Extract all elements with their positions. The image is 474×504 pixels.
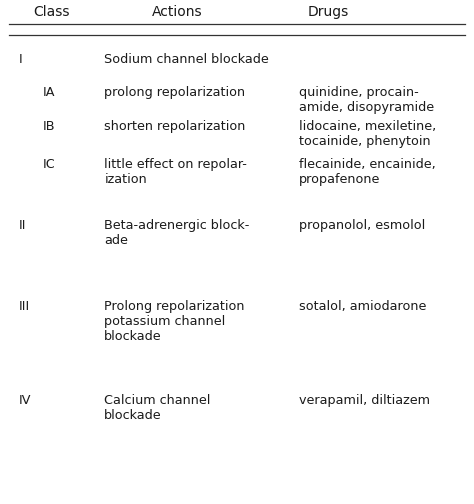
Text: Class: Class (33, 5, 70, 19)
Text: IA: IA (43, 86, 55, 99)
Text: prolong repolarization: prolong repolarization (104, 86, 246, 99)
Text: Actions: Actions (152, 5, 202, 19)
Text: I: I (19, 53, 23, 66)
Text: IV: IV (19, 394, 31, 407)
Text: Prolong repolarization
potassium channel
blockade: Prolong repolarization potassium channel… (104, 300, 245, 343)
Text: flecainide, encainide,
propafenone: flecainide, encainide, propafenone (299, 158, 436, 186)
Text: Sodium channel blockade: Sodium channel blockade (104, 53, 269, 66)
Text: IB: IB (43, 120, 55, 133)
Text: verapamil, diltiazem: verapamil, diltiazem (299, 394, 429, 407)
Text: shorten repolarization: shorten repolarization (104, 120, 246, 133)
Text: sotalol, amiodarone: sotalol, amiodarone (299, 300, 426, 313)
Text: quinidine, procain-
amide, disopyramide: quinidine, procain- amide, disopyramide (299, 86, 434, 114)
Text: III: III (19, 300, 30, 313)
Text: Calcium channel
blockade: Calcium channel blockade (104, 394, 210, 422)
Text: Drugs: Drugs (308, 5, 349, 19)
Text: propanolol, esmolol: propanolol, esmolol (299, 219, 425, 232)
Text: little effect on repolar-
ization: little effect on repolar- ization (104, 158, 247, 186)
Text: Beta-adrenergic block-
ade: Beta-adrenergic block- ade (104, 219, 250, 247)
Text: II: II (19, 219, 27, 232)
Text: lidocaine, mexiletine,
tocainide, phenytoin: lidocaine, mexiletine, tocainide, phenyt… (299, 120, 436, 148)
Text: IC: IC (43, 158, 55, 171)
